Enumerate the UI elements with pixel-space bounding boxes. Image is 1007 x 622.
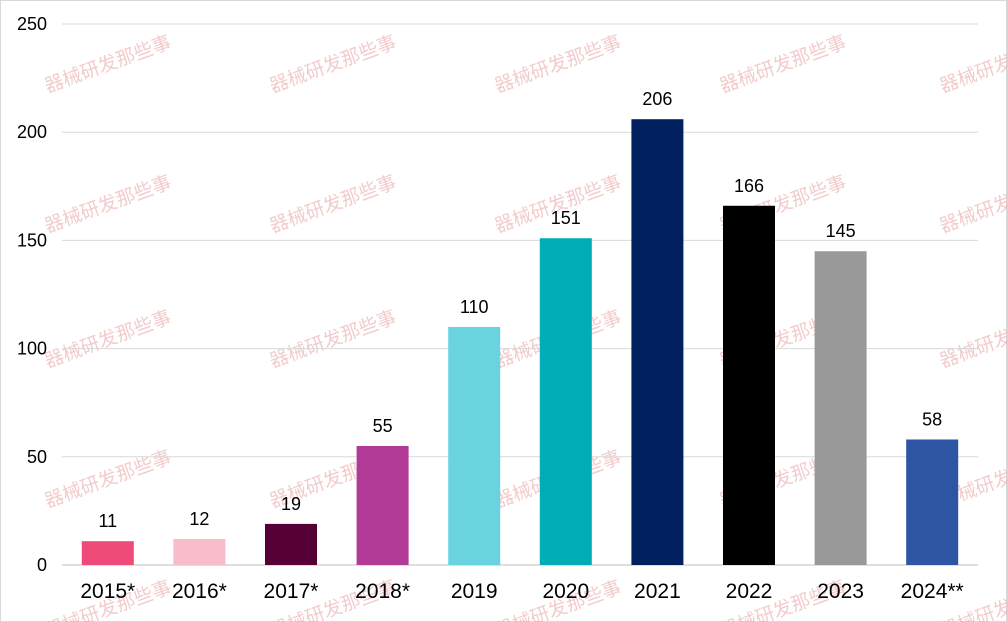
x-tick-label: 2018* bbox=[355, 580, 410, 603]
x-axis-ticks: 2015* 2016* 2017* 2018* 2019 2020 2021 2022 2023… bbox=[80, 580, 963, 603]
x-tick-label: 2016* bbox=[172, 580, 227, 603]
x-tick-label: 2019 bbox=[451, 580, 498, 603]
bar-2019 bbox=[448, 326, 501, 565]
watermark-text: 器械研发那些事 bbox=[267, 31, 400, 97]
y-tick-label: 50 bbox=[27, 447, 47, 467]
bar-2016 bbox=[173, 539, 226, 565]
y-tick-label: 100 bbox=[17, 339, 47, 359]
x-tick-label: 2023 bbox=[817, 580, 864, 603]
bar-2020 bbox=[539, 238, 592, 565]
x-tick-label: 2020 bbox=[542, 580, 589, 603]
data-label: 145 bbox=[826, 221, 856, 241]
data-label: 19 bbox=[281, 494, 301, 514]
x-tick-label: 2015* bbox=[80, 580, 135, 603]
x-tick-label: 2024** bbox=[901, 580, 964, 603]
bar-2017 bbox=[265, 523, 317, 565]
data-label: 206 bbox=[642, 89, 672, 109]
y-tick-label: 250 bbox=[17, 14, 47, 34]
y-tick-label: 150 bbox=[17, 230, 47, 250]
x-tick-label: 2017* bbox=[264, 580, 319, 603]
y-tick-label: 200 bbox=[17, 122, 47, 142]
data-labels: 11 12 19 55 110 151 206 166 145 58 bbox=[98, 89, 942, 531]
data-label: 12 bbox=[189, 509, 209, 529]
bar-2015 bbox=[81, 541, 134, 565]
watermark-text: 器械研发那些事 bbox=[492, 31, 625, 97]
bar-2022 bbox=[723, 205, 775, 565]
x-tick-label: 2022 bbox=[726, 580, 773, 603]
watermark-text: 器械研发那些事 bbox=[42, 446, 175, 512]
bar-2018 bbox=[356, 445, 409, 565]
x-tick-label: 2021 bbox=[634, 580, 681, 603]
watermark-text: 器械研发那些事 bbox=[717, 31, 850, 97]
watermark-text: 器械研发那些事 bbox=[267, 306, 400, 372]
watermark-text: 器械研发那些事 bbox=[267, 171, 400, 237]
data-label: 55 bbox=[373, 416, 393, 436]
watermark-text: 器械研发那些事 bbox=[937, 306, 1007, 372]
bars bbox=[81, 119, 959, 565]
y-axis-ticks: 0 50 100 150 200 250 bbox=[17, 14, 47, 575]
watermark-text: 器械研发那些事 bbox=[42, 31, 175, 97]
data-label: 151 bbox=[551, 208, 581, 228]
watermark-text: 器械研发那些事 bbox=[937, 31, 1007, 97]
data-label: 11 bbox=[98, 511, 117, 531]
y-tick-label: 0 bbox=[37, 555, 47, 575]
bar-2021 bbox=[631, 119, 684, 565]
watermark-text: 器械研发那些事 bbox=[42, 171, 175, 237]
bar-2024 bbox=[906, 439, 959, 565]
watermark-text: 器械研发那些事 bbox=[937, 171, 1007, 237]
bar-2023 bbox=[814, 251, 867, 565]
data-label: 166 bbox=[734, 176, 764, 196]
data-label: 110 bbox=[460, 297, 489, 317]
watermark-text: 器械研发那些事 bbox=[42, 306, 175, 372]
data-label: 58 bbox=[922, 409, 942, 429]
